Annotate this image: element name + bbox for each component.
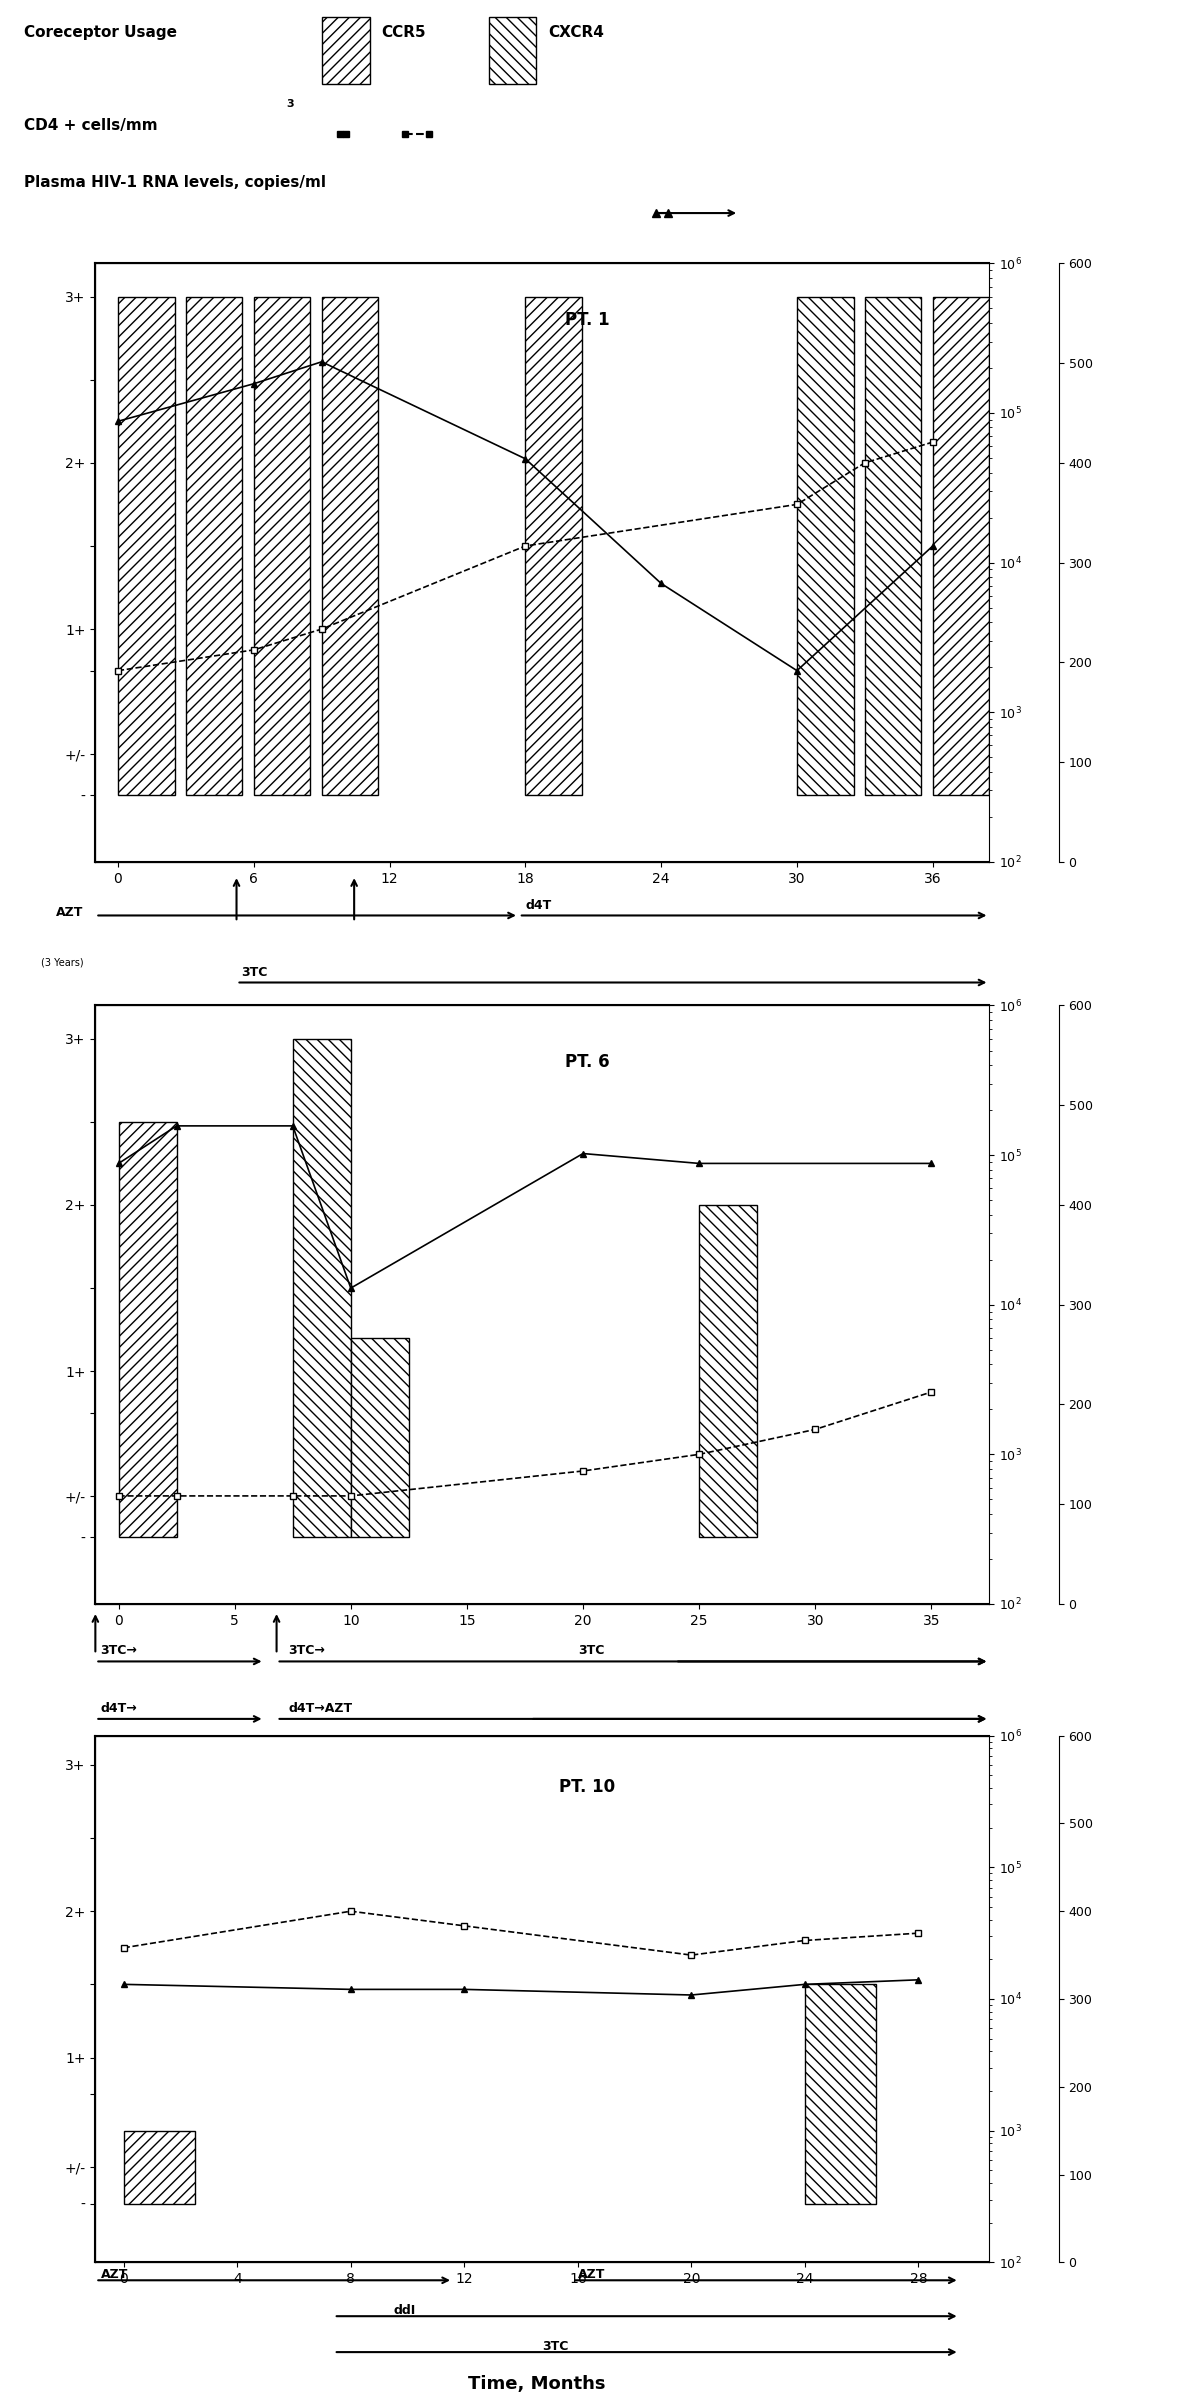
Text: d4T→AZT: d4T→AZT (288, 1702, 353, 1714)
Text: (3 Years): (3 Years) (41, 958, 83, 967)
Text: 3TC→: 3TC→ (100, 1645, 137, 1657)
FancyBboxPatch shape (489, 17, 536, 84)
Bar (865, 297, 921, 795)
Text: Coreceptor Usage: Coreceptor Usage (24, 26, 176, 41)
Bar (293, 1039, 350, 1537)
Bar (322, 297, 378, 795)
Text: CD4 + cells/mm: CD4 + cells/mm (24, 117, 157, 134)
Bar (118, 297, 174, 795)
Bar (124, 2131, 194, 2205)
Text: Time, Months: Time, Months (467, 2375, 606, 2394)
Text: AZT: AZT (56, 905, 83, 919)
Text: ddI: ddI (393, 2305, 416, 2317)
Text: 3TC: 3TC (578, 1645, 606, 1657)
Text: Ind→: Ind→ (288, 1760, 322, 1772)
Bar (350, 1338, 409, 1537)
Bar (699, 1204, 757, 1537)
Text: Plasma HIV-1 RNA levels, copies/ml: Plasma HIV-1 RNA levels, copies/ml (24, 175, 325, 189)
Text: Rit→: Rit→ (359, 1032, 389, 1046)
Text: AZT: AZT (101, 2270, 129, 2281)
Bar (186, 297, 242, 795)
Text: CXCR4: CXCR4 (548, 26, 604, 41)
Text: 3TC→: 3TC→ (288, 1645, 325, 1657)
Bar (933, 297, 989, 795)
Text: Nel: Nel (434, 1760, 457, 1772)
Text: 3TC: 3TC (241, 965, 267, 979)
Text: AZT: AZT (578, 2270, 606, 2281)
FancyBboxPatch shape (322, 17, 370, 84)
Text: Saq Nel: Saq Nel (397, 1140, 451, 1154)
Bar (805, 1985, 876, 2205)
Text: PT. 10: PT. 10 (559, 1779, 615, 1796)
Bar (526, 297, 582, 795)
Text: PT. 6: PT. 6 (565, 1053, 609, 1073)
Bar (797, 297, 853, 795)
Text: CCR5: CCR5 (381, 26, 426, 41)
Text: 3TC: 3TC (542, 2341, 569, 2353)
Text: PT. 1: PT. 1 (565, 311, 609, 330)
Text: Ind: Ind (366, 1087, 389, 1099)
Text: d4T: d4T (526, 898, 552, 912)
Text: d4T→: d4T→ (100, 1702, 137, 1714)
Bar (254, 297, 310, 795)
Bar (118, 1123, 176, 1537)
Text: 3: 3 (286, 98, 293, 108)
